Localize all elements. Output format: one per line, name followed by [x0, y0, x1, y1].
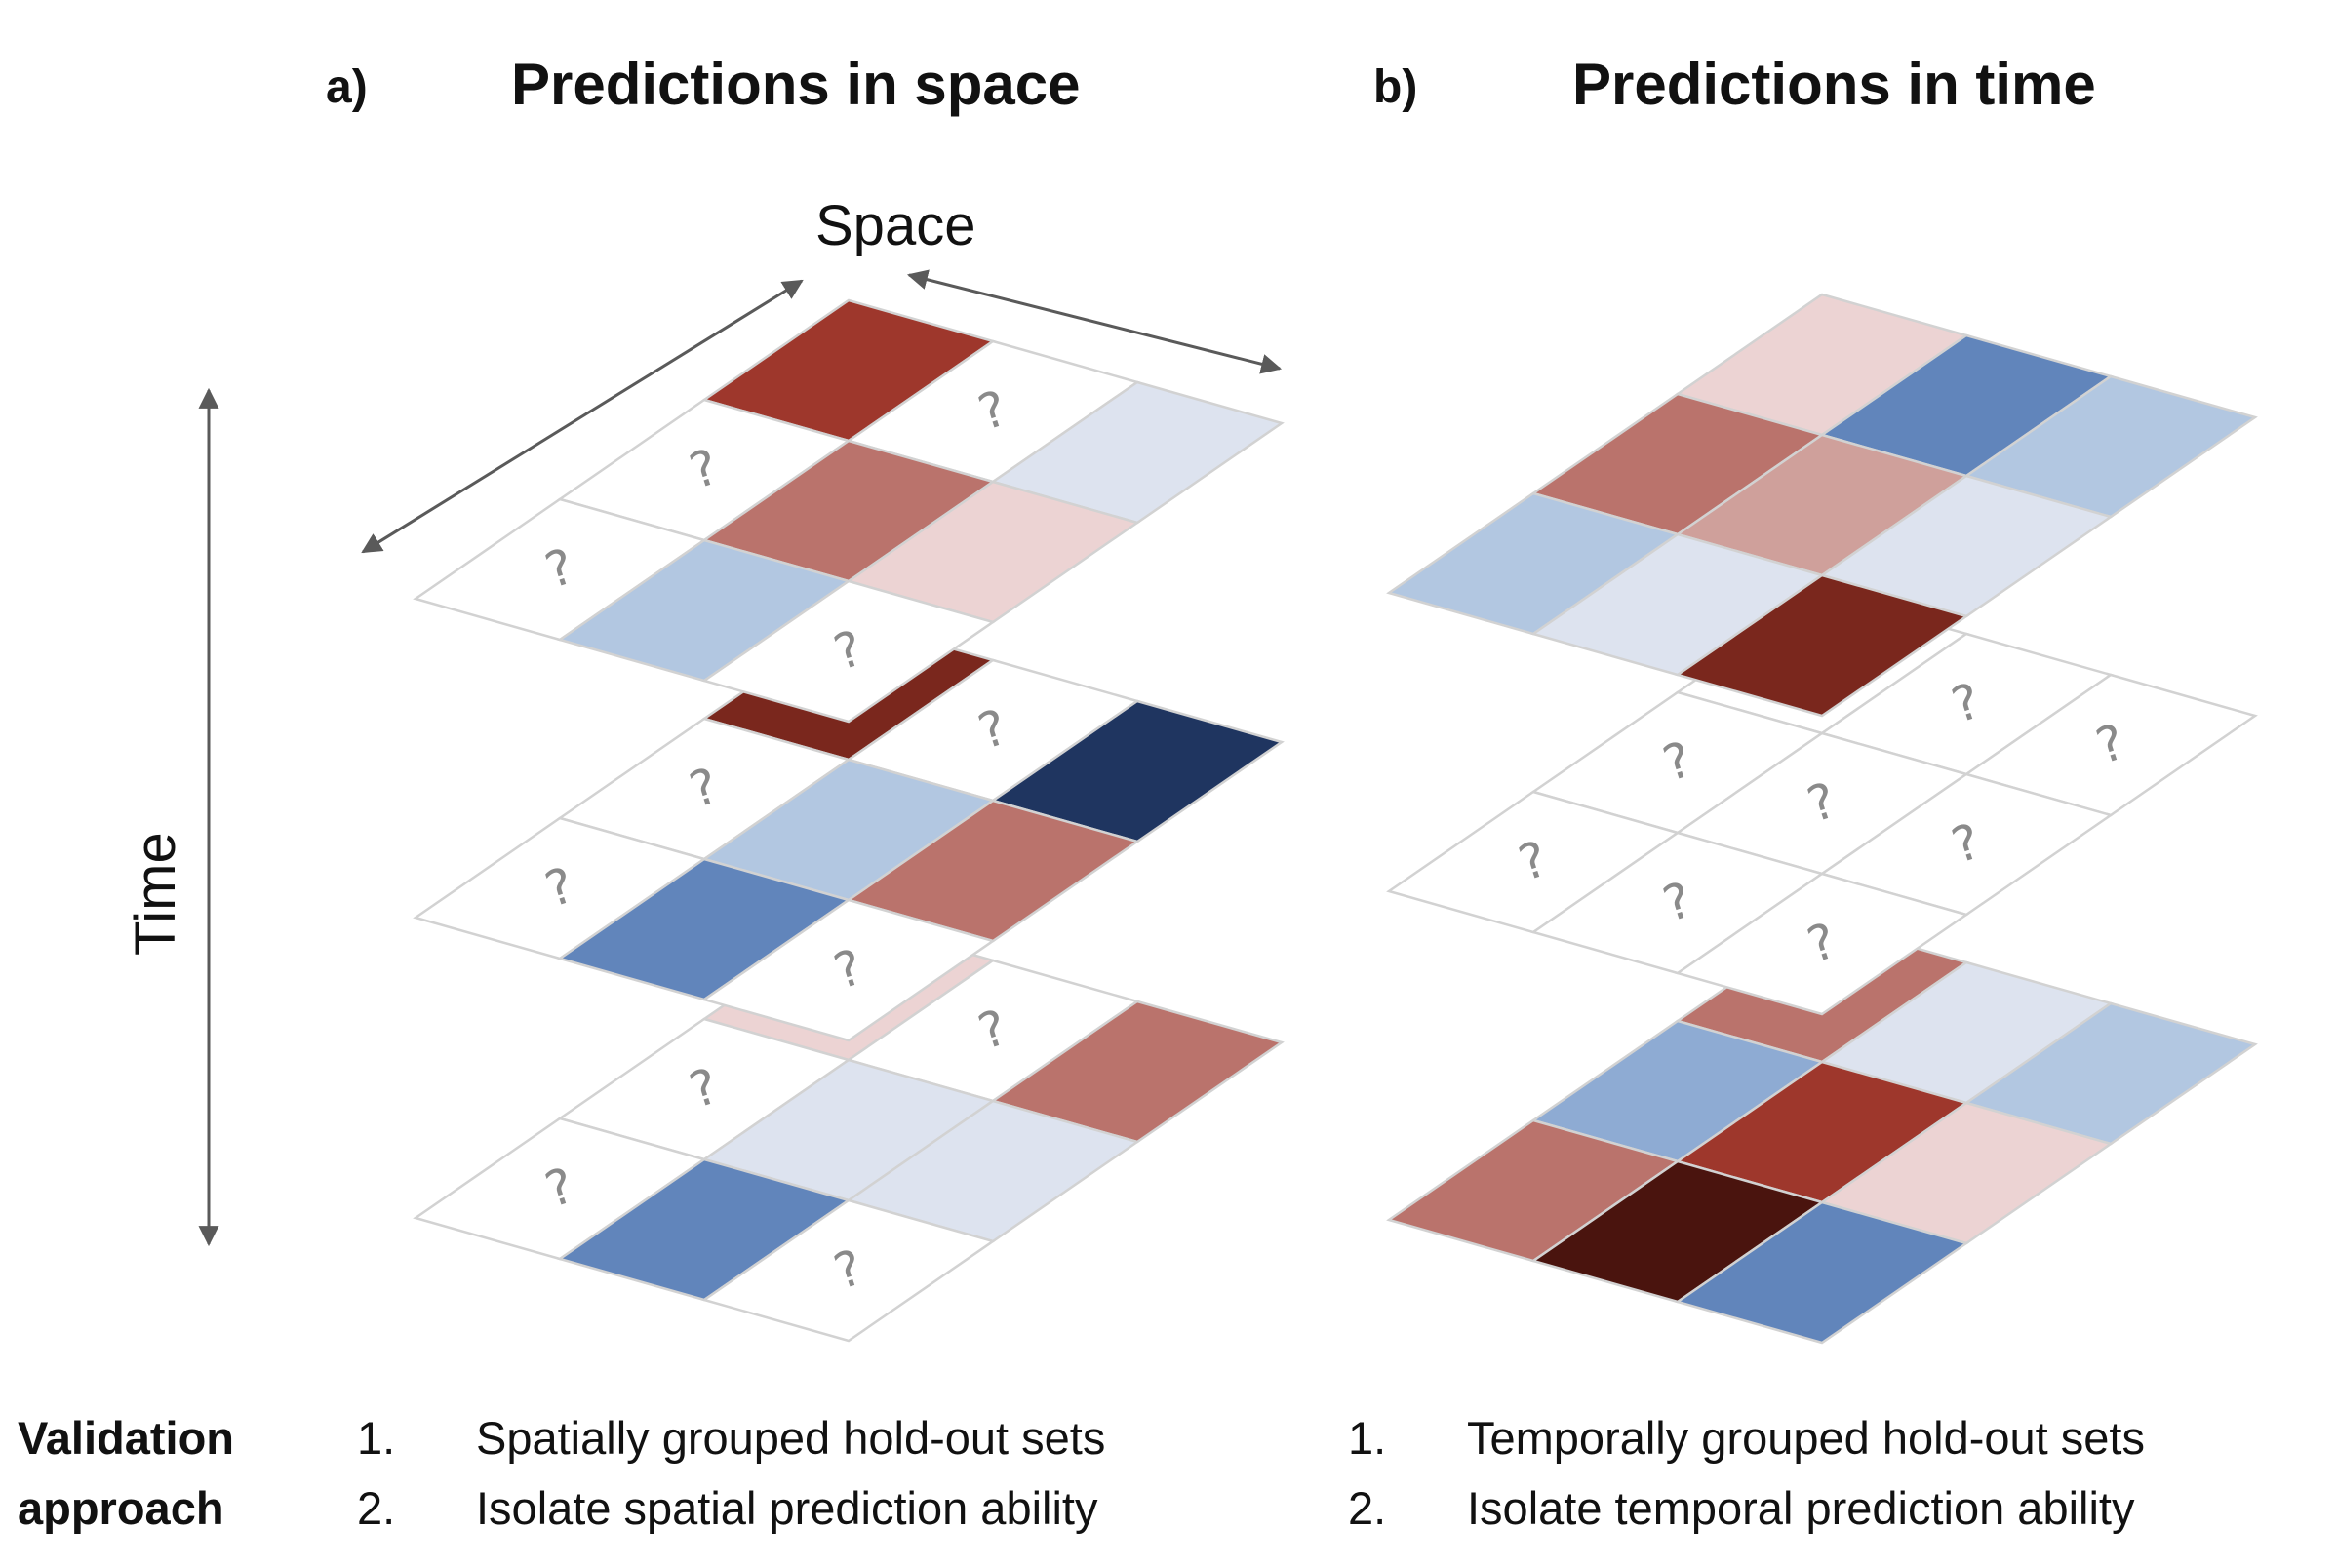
space-axis-label: Space	[815, 194, 976, 257]
validation-heading-line2: approach	[18, 1482, 224, 1534]
unknown-cell	[701, 1198, 996, 1343]
validation-b-num-2: 2.	[1348, 1482, 1387, 1534]
validation-b-num-1: 1.	[1348, 1412, 1387, 1464]
panel-b-title: Predictions in time	[1572, 52, 2096, 117]
validation-heading-line1: Validation	[18, 1412, 234, 1464]
validation-a-item-2: Isolate spatial prediction ability	[476, 1482, 1098, 1534]
panel-a-title: Predictions in space	[511, 52, 1081, 117]
validation-a-num-2: 2.	[357, 1482, 396, 1534]
validation-b-item-1: Temporally grouped hold-out sets	[1467, 1412, 2145, 1464]
space-arrow-diagonal	[361, 279, 804, 554]
panel-a-letter: a)	[326, 61, 368, 113]
validation-b-item-2: Isolate temporal prediction ability	[1467, 1482, 2135, 1534]
panel-a-grid-middle: ????	[413, 617, 1285, 1042]
panel-b-grid-top	[1386, 293, 2258, 718]
validation-a-num-1: 1.	[357, 1412, 396, 1464]
unknown-cell	[701, 579, 996, 724]
observed-cell	[1675, 1200, 1969, 1345]
panel-a-grid-top: ????	[413, 298, 1285, 724]
observed-cell	[1675, 573, 1969, 718]
panel-b-letter: b)	[1373, 61, 1418, 113]
unknown-cell	[1675, 872, 1969, 1016]
panel-b-grid-middle: ?????????	[1386, 591, 2258, 1016]
unknown-cell	[701, 898, 996, 1042]
validation-a-item-1: Spatially grouped hold-out sets	[476, 1412, 1106, 1464]
space-arrow-horizontal	[906, 269, 1283, 374]
